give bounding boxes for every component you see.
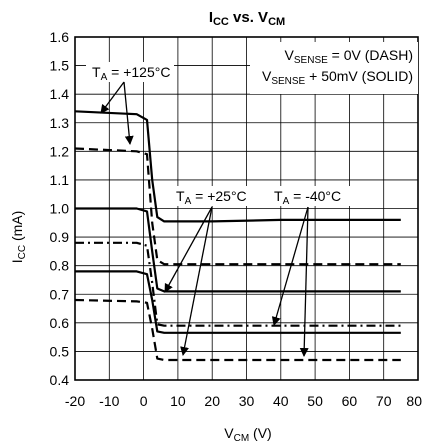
- y-tick-label: 1.4: [50, 86, 70, 102]
- chart-title-mid: vs. V: [229, 9, 268, 26]
- annotation-arrows: [100, 81, 309, 357]
- series-line-solid: [75, 207, 401, 293]
- chart-title-sub2: CM: [268, 16, 285, 28]
- series-line-dashed: [74, 298, 401, 362]
- y-tick-label: 1.2: [50, 143, 70, 159]
- y-tick-label: 0.9: [50, 229, 70, 245]
- y-tick-label: 0.7: [50, 286, 70, 302]
- y-tick-label: 1.1: [50, 172, 70, 188]
- legend-dash-sub: SENSE: [294, 55, 328, 66]
- x-tick-label: -20: [65, 393, 85, 409]
- legend-solid-sub: SENSE: [271, 76, 305, 87]
- annotation-minus40c: TA = -40°C: [270, 186, 352, 207]
- annotation-25c-main: T: [176, 188, 185, 204]
- annotation-25c-text: TA = +25°C: [176, 188, 247, 207]
- annotation-125c: TA = +125°C: [86, 62, 174, 83]
- arrow-125c-solid: [100, 81, 125, 114]
- y-axis-label-unit: (mA): [9, 211, 25, 245]
- annotation-25c-rest: = +25°C: [191, 188, 246, 204]
- annotation-minus40c-text: TA = -40°C: [274, 188, 341, 207]
- legend-background: [250, 42, 418, 94]
- x-axis-label-main: V: [224, 425, 234, 441]
- annotation-125c-rest: = +125°C: [107, 64, 170, 80]
- annotation-25c-sub: A: [185, 196, 192, 207]
- x-tick-label: 20: [204, 393, 220, 409]
- legend-dash-rest: = 0V (DASH): [328, 47, 413, 63]
- legend-dash-main: V: [285, 47, 295, 63]
- x-tick-label: 0: [140, 393, 148, 409]
- series-line-dashdot: [75, 241, 401, 327]
- annotation-minus40c-main: T: [274, 188, 283, 204]
- y-axis-label-sub: CC: [17, 245, 28, 259]
- annotation-125c-sub: A: [101, 72, 108, 83]
- y-axis-label-main: I: [9, 259, 25, 263]
- series-line-dashed: [74, 147, 401, 266]
- annotation-25c-background: [172, 186, 258, 206]
- y-tick-label: 0.5: [50, 343, 70, 359]
- x-tick-label: 40: [273, 393, 289, 409]
- legend: VSENSE = 0V (DASH) VSENSE + 50mV (SOLID): [250, 42, 418, 94]
- x-tick-label: 70: [376, 393, 392, 409]
- y-tick-label: 1.3: [50, 115, 70, 131]
- annotation-25c: TA = +25°C: [172, 186, 258, 207]
- x-tick-label: 30: [239, 393, 255, 409]
- x-tick-label: 60: [342, 393, 358, 409]
- x-axis-label-unit: (V): [249, 425, 272, 441]
- annotation-125c-text: TA = +125°C: [92, 64, 170, 83]
- series-lines: [74, 110, 401, 362]
- legend-line-solid: VSENSE + 50mV (SOLID): [262, 68, 413, 87]
- x-tick-label: 10: [170, 393, 186, 409]
- annotation-minus40c-rest: = -40°C: [289, 188, 341, 204]
- arrow-25c-solid: [164, 206, 213, 293]
- x-tick-label: 50: [307, 393, 323, 409]
- y-tick-label: 0.4: [50, 372, 70, 388]
- series-line-solid: [75, 270, 401, 334]
- annotation-125c-background: [86, 62, 174, 82]
- arrow-125c-dashed: [123, 81, 134, 145]
- x-axis-label-sub: CM: [234, 433, 250, 444]
- y-tick-labels: 0.4 0.5 0.6 0.7 0.8 0.9 1.0 1.1 1.2 1.3 1.4 1.5 1.6: [50, 29, 70, 388]
- y-axis-label: ICC (mA): [9, 211, 28, 264]
- x-axis-label: VCM (V): [224, 425, 271, 444]
- y-tick-label: 0.6: [50, 315, 70, 331]
- legend-solid-rest: + 50mV (SOLID): [305, 68, 413, 84]
- y-tick-label: 1.0: [50, 201, 70, 217]
- legend-line-dash: VSENSE = 0V (DASH): [285, 47, 413, 66]
- arrow-minus40c-solid: [271, 206, 309, 326]
- chart-title-main: I: [209, 9, 213, 26]
- annotation-125c-main: T: [92, 64, 101, 80]
- y-tick-label: 0.8: [50, 258, 70, 274]
- y-tick-label: 1.6: [50, 29, 70, 45]
- arrow-25c-dashed: [180, 206, 213, 356]
- x-tick-label: 80: [406, 393, 422, 409]
- x-tick-label: -10: [99, 393, 119, 409]
- annotation-minus40c-background: [270, 186, 352, 206]
- series-line-solid: [74, 110, 401, 223]
- plot-frame: [74, 36, 419, 381]
- chart-title: ICC vs. VCM: [209, 9, 285, 28]
- x-tick-labels: -20 -10 0 10 20 30 40 50 60 70 80: [65, 393, 422, 409]
- legend-solid-main: V: [262, 68, 272, 84]
- chart-title-sub1: CC: [213, 16, 229, 28]
- y-tick-label: 1.5: [50, 58, 70, 74]
- arrow-minus40c-dashed: [299, 206, 309, 357]
- annotation-minus40c-sub: A: [283, 196, 290, 207]
